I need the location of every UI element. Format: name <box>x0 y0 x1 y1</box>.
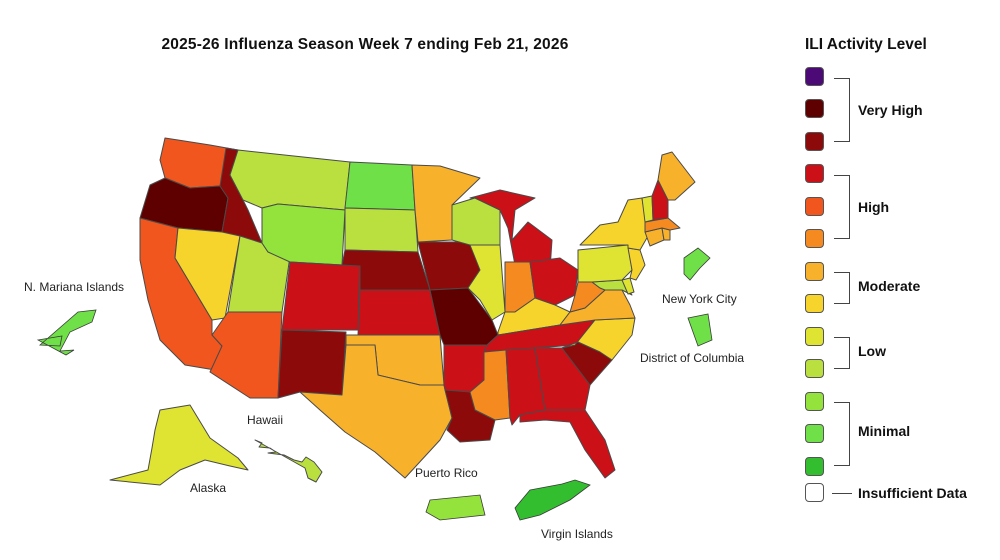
state-TX[interactable] <box>299 344 453 479</box>
legend-line-insufficient <box>832 493 852 494</box>
legend-swatch <box>805 457 824 476</box>
state-DE[interactable] <box>621 277 635 295</box>
state-CO[interactable] <box>281 261 361 331</box>
state-ME[interactable] <box>657 151 696 201</box>
legend-swatch <box>805 197 824 216</box>
state-AK[interactable] <box>109 404 249 486</box>
legend-label-minimal: Minimal <box>858 423 911 439</box>
legend-bracket-very-high <box>834 78 850 142</box>
legend-swatch <box>805 99 824 118</box>
state-NM[interactable] <box>277 329 347 399</box>
legend-label-high: High <box>858 199 890 215</box>
legend-title: ILI Activity Level <box>805 36 927 53</box>
label-alaska: Alaska <box>190 481 226 495</box>
legend-swatch <box>805 67 824 86</box>
state-NH[interactable] <box>651 179 669 221</box>
legend-swatch <box>805 424 824 443</box>
legend-label-low: Low <box>858 343 886 359</box>
map-title: 2025-26 Influenza Season Week 7 ending F… <box>161 36 569 53</box>
legend-swatch <box>805 229 824 248</box>
label-vi: Virgin Islands <box>541 527 613 541</box>
label-hawaii: Hawaii <box>247 413 283 427</box>
legend-swatch <box>805 392 824 411</box>
label-nyc: New York City <box>662 292 737 306</box>
legend-bracket-high <box>834 175 850 239</box>
legend-swatch <box>805 262 824 281</box>
state-GA[interactable] <box>534 347 591 411</box>
legend-swatch <box>805 294 824 313</box>
label-dc: District of Columbia <box>640 351 744 365</box>
state-PA[interactable] <box>577 244 633 283</box>
legend-swatch <box>805 132 824 151</box>
state-NJ[interactable] <box>627 247 646 281</box>
legend-label-moderate: Moderate <box>858 278 921 294</box>
territory-nyc[interactable] <box>683 247 711 281</box>
state-OH[interactable] <box>529 257 579 306</box>
label-nmi: N. Mariana Islands <box>24 280 124 294</box>
state-MT[interactable] <box>229 149 351 211</box>
state-FL[interactable] <box>519 409 616 479</box>
legend-swatch <box>805 359 824 378</box>
state-MI[interactable] <box>469 189 553 271</box>
state-HI[interactable] <box>254 439 323 483</box>
state-IL[interactable] <box>467 244 506 321</box>
state-NY[interactable] <box>579 197 649 251</box>
territory-dc[interactable] <box>687 313 713 347</box>
legend-label-very-high: Very High <box>858 102 923 118</box>
legend-swatch <box>805 327 824 346</box>
state-KS[interactable] <box>357 289 441 336</box>
state-ND[interactable] <box>344 161 416 211</box>
legend-bracket-minimal <box>834 402 850 466</box>
territory-nmi[interactable] <box>36 309 97 356</box>
legend-bracket-moderate <box>834 272 850 304</box>
state-AZ[interactable] <box>209 311 283 399</box>
legend-swatch <box>805 164 824 183</box>
legend-swatch <box>805 483 824 502</box>
us-ili-map: N. Mariana Islands New York City Distric… <box>24 137 744 541</box>
territory-pr[interactable] <box>425 494 486 521</box>
state-SD[interactable] <box>344 207 419 253</box>
legend-bracket-low <box>834 337 850 369</box>
legend-label-insufficient: Insufficient Data <box>858 485 967 501</box>
territory-vi[interactable] <box>514 479 591 521</box>
label-pr: Puerto Rico <box>415 466 478 480</box>
